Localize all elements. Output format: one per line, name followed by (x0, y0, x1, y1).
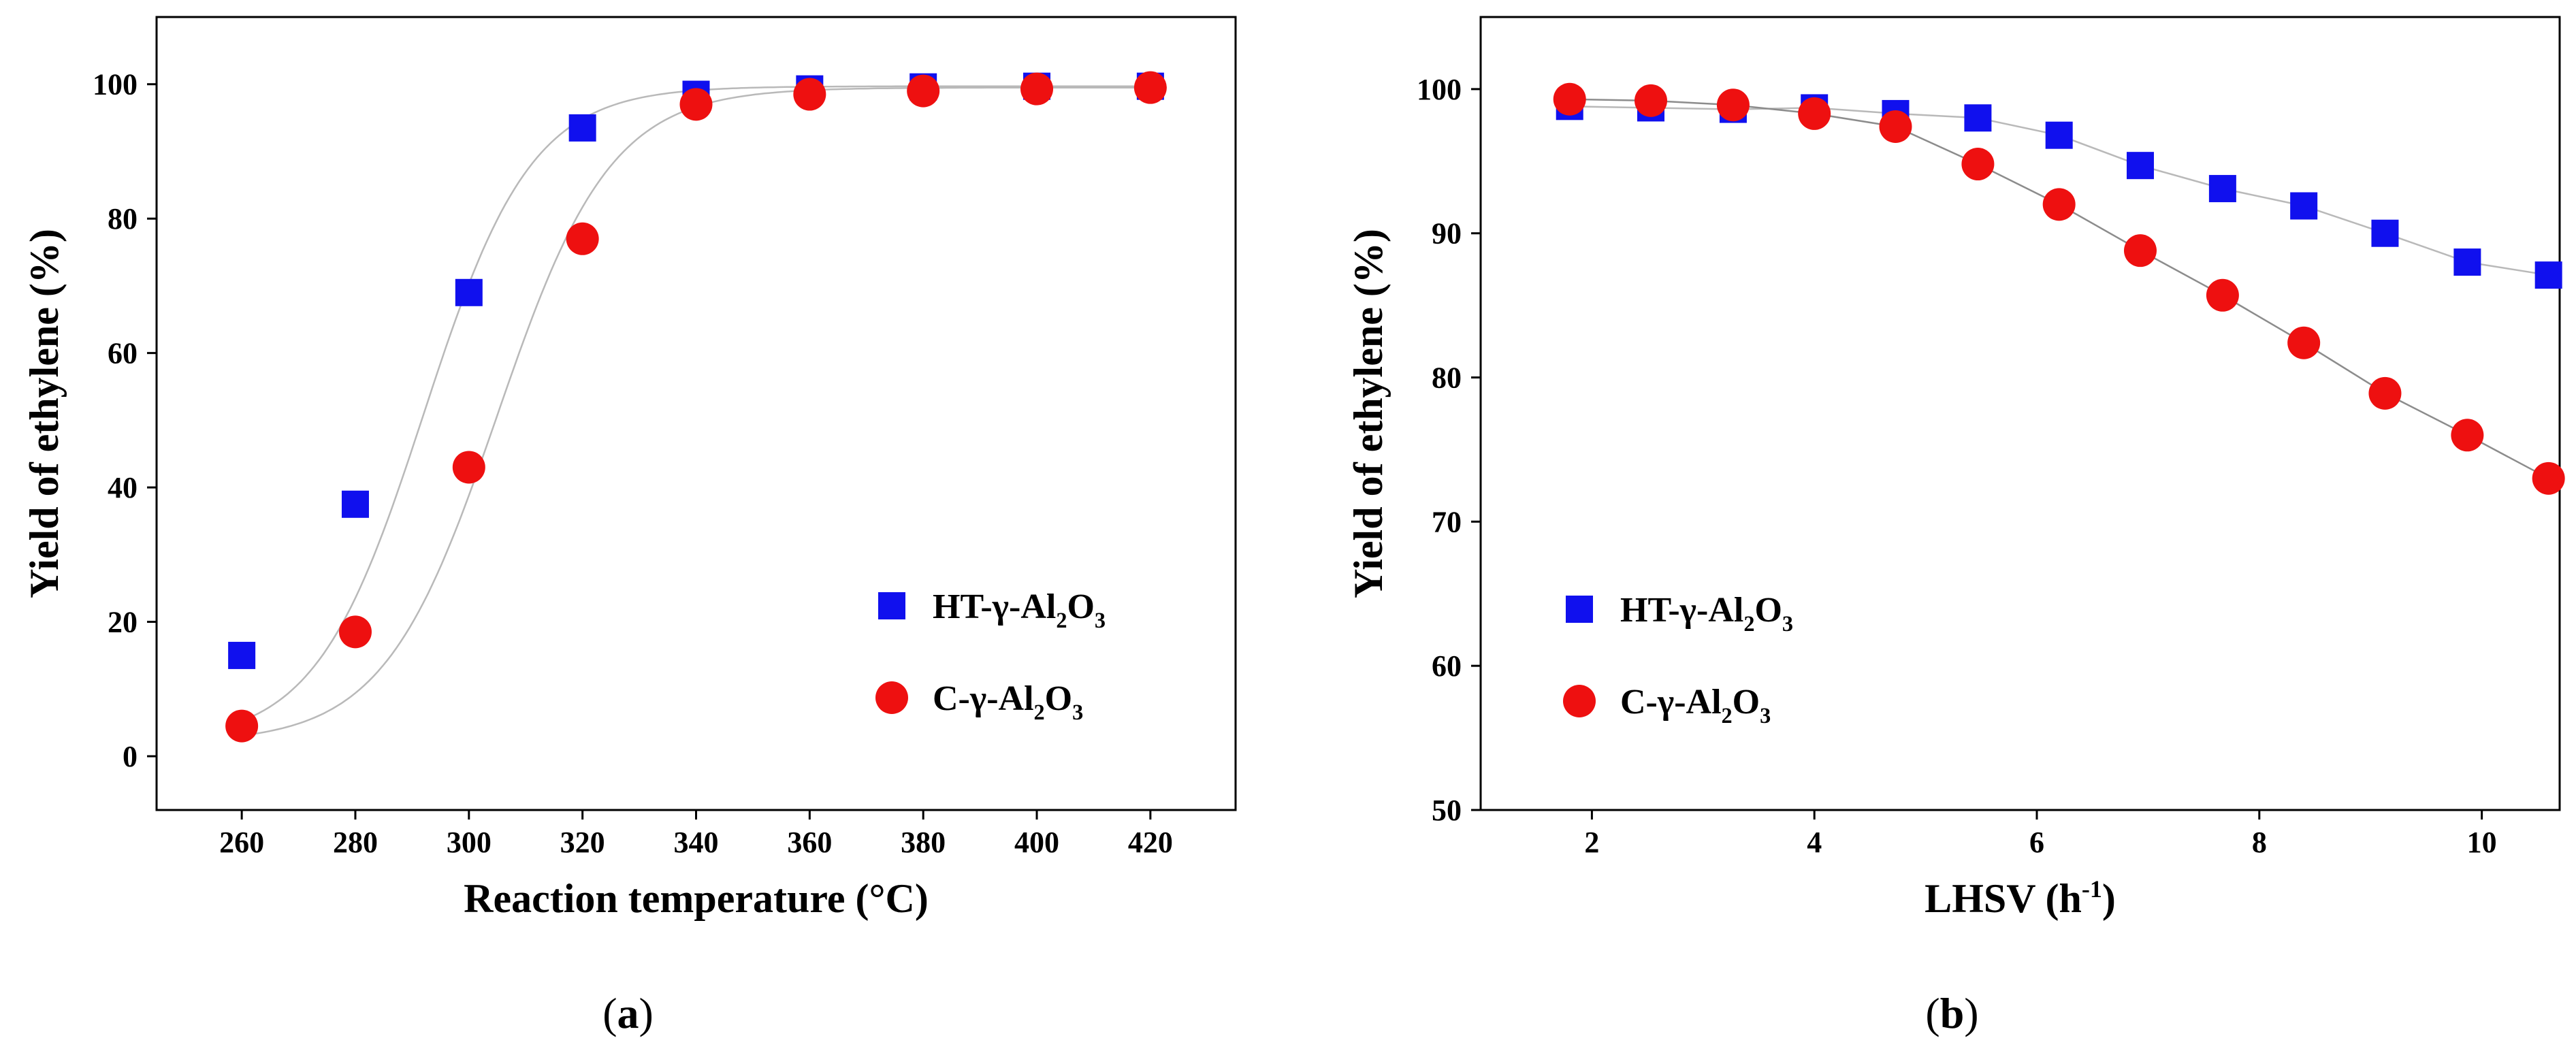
panel-b-legend-label-1: HT-γ-Al2O3 (1620, 591, 1793, 636)
panel-a-x-tick-label: 300 (447, 826, 492, 859)
panel-b-y-tick-label: 80 (1432, 361, 1462, 395)
panel-a-series-2-point (225, 709, 259, 743)
panel-a-series-2-point (793, 78, 826, 111)
panel-a-x-tick-label: 340 (674, 826, 719, 859)
panel-b-y-tick-label: 90 (1432, 217, 1462, 250)
panel-b-series-2-point (2368, 376, 2402, 410)
panel-b-series-2-point (2532, 461, 2565, 495)
panel-b-series-2-point (2123, 234, 2157, 268)
panel-b-legend-marker-1 (1566, 596, 1593, 623)
panel-a-y-tick-label: 40 (108, 471, 138, 504)
panel-a-series-2-point (907, 74, 940, 108)
panel-b-label: (b) (1925, 989, 1978, 1037)
panel-b-series-2-point (1798, 97, 1831, 130)
panel-a-x-tick-label: 360 (787, 826, 832, 859)
panel-b-fit-line-2 (1569, 98, 2549, 479)
panel-a-series-1-point (228, 641, 256, 669)
panel-a-label: (a) (602, 989, 654, 1037)
panel-a-series-2-point (566, 222, 599, 255)
panel-a-fit-line-2 (241, 86, 1150, 736)
panel-b-y-tick-label: 70 (1432, 505, 1462, 538)
panel-b-series-1-point (2208, 175, 2236, 203)
panel-a-series-1-point (455, 278, 483, 306)
panel-a-legend-marker-1 (878, 592, 905, 619)
panel-a-y-tick-label: 80 (108, 202, 138, 236)
panel-b-series-1-point (2534, 261, 2562, 289)
panel-a-x-tick-label: 400 (1014, 826, 1059, 859)
panel-b-y-tick-label: 50 (1432, 794, 1462, 827)
panel-a-series-2-point (452, 451, 485, 484)
panel-a-y-tick-label: 0 (123, 740, 138, 773)
panel-a-series-1-point (341, 490, 369, 518)
panel-a-x-tick-label: 280 (333, 826, 378, 859)
panel-b-series-1-point (2453, 248, 2481, 276)
panel-a-legend-marker-2 (875, 681, 908, 714)
panel-a-series-2-point (1020, 72, 1054, 106)
panel-b-x-tick-label: 4 (1807, 826, 1822, 859)
panel-b-series-1-point (1964, 104, 1992, 132)
panel-b-x-axis-label: LHSV (h-1) (1925, 875, 2116, 921)
panel-b-series-1-point (2371, 219, 2399, 247)
panel-b-x-tick-label: 6 (2029, 826, 2044, 859)
panel-a-series-2-point (338, 615, 372, 649)
panel-b-series-2-point (2042, 188, 2076, 221)
panel-b-y-tick-label: 100 (1417, 73, 1462, 106)
panel-b-series-2-point (1961, 148, 1995, 181)
panel-a-x-tick-label: 260 (219, 826, 264, 859)
panel-b-series-2-point (2451, 419, 2484, 452)
panel-a-series-1-point (568, 114, 596, 142)
panel-a-plot-frame (155, 16, 1237, 811)
panel-b-series-2-point (2206, 278, 2239, 312)
panel-b-chart: 2 4 6 8 10 50 60 70 80 90 100 LHSV (h-1) Yield of et… (1346, 16, 2565, 1037)
panel-b-series-2-point (1553, 82, 1586, 116)
panel-a-x-tick-label: 320 (560, 826, 605, 859)
panel-a-x-axis-label: Reaction temperature (°C) (464, 876, 929, 921)
panel-a-legend-label-2: C-γ-Al2O3 (933, 679, 1083, 724)
panel-b-y-tick-label: 60 (1432, 649, 1462, 683)
panel-b-x-tick-label: 8 (2252, 826, 2267, 859)
panel-a-y-tick-label: 60 (108, 337, 138, 370)
panel-b-series-2-point (1879, 110, 1912, 143)
panel-b-series-2-point (1635, 84, 1668, 117)
panel-a-y-tick-label: 100 (93, 68, 138, 101)
panel-a-x-tick-label: 420 (1128, 826, 1173, 859)
panel-a-series-2-point (1133, 71, 1167, 104)
panel-b-y-axis-label: Yield of ethylene (%) (1346, 229, 1391, 598)
panel-a-chart: 260 280 300 320 340 360 380 400 420 0 20 40 60 80 100 R… (22, 16, 1237, 1037)
panel-a-x-tick-label: 380 (901, 826, 946, 859)
panel-a-y-tick-label: 20 (108, 606, 138, 639)
panel-b-series-1-point (2126, 152, 2154, 180)
panel-b-series-2-point (1716, 88, 1750, 122)
panel-a-y-axis-label: Yield of ethylene (%) (22, 229, 67, 598)
panel-a-series-2-point (679, 88, 713, 121)
panel-b-legend-label-2: C-γ-Al2O3 (1620, 683, 1771, 728)
panel-b-plot-frame (1479, 16, 2561, 811)
panel-b-x-tick-label: 2 (1584, 826, 1599, 859)
panel-b-series-2-point (2287, 326, 2321, 359)
panel-b-series-1-point (2045, 121, 2073, 149)
panel-b-legend-marker-2 (1563, 685, 1596, 717)
panel-b-series-1-point (2290, 192, 2318, 220)
panel-a-legend-label-1: HT-γ-Al2O3 (933, 587, 1106, 632)
panel-b-x-tick-label: 10 (2467, 826, 2497, 859)
